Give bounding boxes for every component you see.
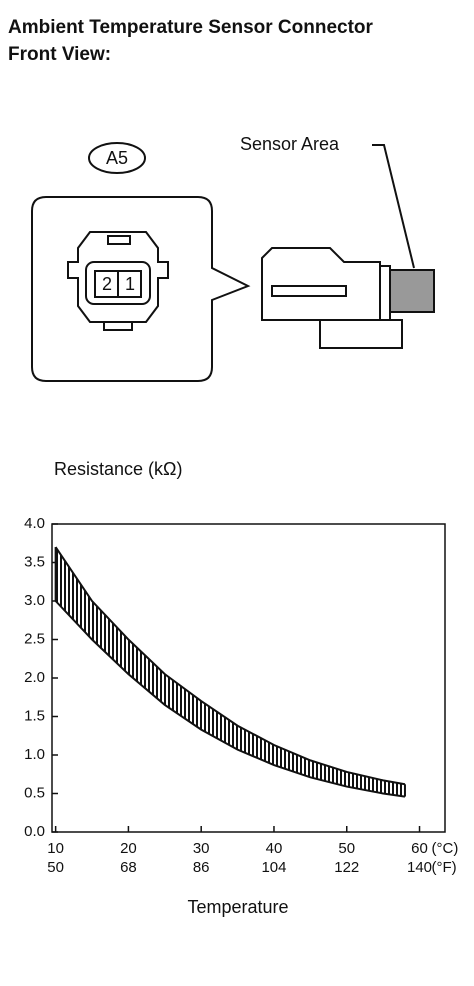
x-unit: (°C) [432,840,459,857]
y-tick-label: 3.0 [24,592,45,609]
pin-number: 2 [102,274,112,294]
subtitle-line: Front View: [8,44,111,65]
connector-code: A5 [106,148,128,168]
band-edge [54,600,406,798]
x2-unit: (°F) [432,859,457,876]
y-axis-title: Resistance (kΩ) [54,459,183,479]
x-tick-label: 20 [120,840,137,857]
pin-number: 1 [125,274,135,294]
x-tick-label: 40 [266,840,283,857]
title-line: Ambient Temperature Sensor Connector [8,17,374,38]
sensor-area-label: Sensor Area [240,134,340,154]
y-tick-label: 0.0 [24,823,45,840]
x2-tick-label: 86 [193,859,210,876]
x-axis-title: Temperature [187,897,288,917]
connector-front-view [31,142,251,382]
sensor-side-view [261,144,435,349]
x2-tick-label: 50 [47,859,64,876]
y-tick-label: 1.5 [24,707,45,724]
x2-tick-label: 68 [120,859,137,876]
y-tick-label: 2.0 [24,669,45,686]
x-tick-label: 50 [338,840,355,857]
x2-tick-label: 140 [407,859,432,876]
x2-tick-label: 104 [261,859,286,876]
x-tick-label: 10 [47,840,64,857]
y-tick-label: 1.0 [24,746,45,763]
y-tick-label: 4.0 [24,515,45,532]
band-edge [54,546,406,786]
x2-tick-label: 122 [334,859,359,876]
y-tick-label: 3.5 [24,553,45,570]
x-tick-label: 60 [411,840,428,857]
band-fill [55,547,405,797]
y-tick-label: 2.5 [24,630,45,647]
x-tick-label: 30 [193,840,210,857]
y-tick-label: 0.5 [24,784,45,801]
